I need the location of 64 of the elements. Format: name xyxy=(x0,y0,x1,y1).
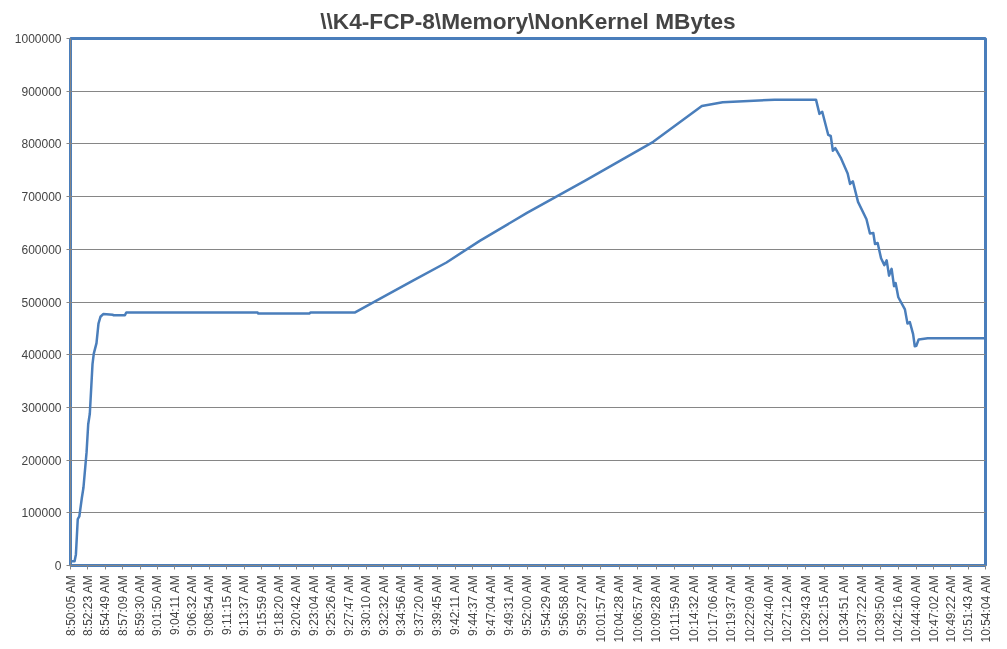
y-tick-label: 1000000 xyxy=(14,32,62,46)
x-tick-label: 9:13:37 AM xyxy=(237,575,252,636)
x-tick-label: 10:09:28 AM xyxy=(649,575,664,643)
x-tick-label: 10:19:37 AM xyxy=(724,575,739,643)
x-tick-label: 10:42:16 AM xyxy=(891,575,906,643)
x-tick-label: 9:47:04 AM xyxy=(484,575,499,636)
x-tick-label: 9:11:15 AM xyxy=(219,575,234,635)
x-tick-label: 9:37:20 AM xyxy=(412,575,427,636)
chart-title: \\K4-FCP-8\Memory\NonKernel MBytes xyxy=(320,7,736,34)
x-tick-label: 8:54:49 AM xyxy=(98,575,113,636)
y-tick-label: 700000 xyxy=(21,190,62,205)
x-tick-label: 8:52:23 AM xyxy=(80,575,95,636)
x-tick-label: 9:06:32 AM xyxy=(184,575,199,636)
x-tick-label: 10:04:28 AM xyxy=(612,575,627,643)
x-tick-label: 9:18:20 AM xyxy=(272,575,287,636)
x-tick-label: 9:01:50 AM xyxy=(150,575,165,636)
x-tick-label: 9:04:11 AM xyxy=(167,575,182,635)
x-tick-label: 9:49:31 AM xyxy=(502,575,517,636)
x-tick-label: 10:51:43 AM xyxy=(961,575,976,643)
x-tick-label: 10:24:40 AM xyxy=(761,575,776,643)
y-tick-label: 800000 xyxy=(21,137,62,152)
x-tick-label: 9:56:58 AM xyxy=(557,575,572,636)
y-tick-label: 100000 xyxy=(21,506,62,521)
y-tick-label: 400000 xyxy=(21,348,62,363)
x-tick-label: 10:49:22 AM xyxy=(943,575,958,643)
x-tick-label: 9:39:45 AM xyxy=(430,575,445,636)
y-tick-label: 0 xyxy=(54,559,62,573)
y-tick-label: 600000 xyxy=(21,242,62,257)
x-tick-label: 9:20:42 AM xyxy=(289,575,304,636)
x-tick-label: 9:54:29 AM xyxy=(538,575,553,636)
x-tick-label: 9:52:00 AM xyxy=(520,575,535,636)
x-tick-label: 10:14:32 AM xyxy=(686,575,701,643)
x-tick-label: 10:22:09 AM xyxy=(742,575,757,643)
x-tick-label: 10:06:57 AM xyxy=(630,575,645,643)
x-tick-label: 10:32:15 AM xyxy=(817,575,832,643)
x-tick-label: 8:59:30 AM xyxy=(133,575,148,636)
x-tick-label: 9:15:59 AM xyxy=(254,575,269,636)
y-tick-label: 500000 xyxy=(21,295,62,310)
x-tick-label: 10:29:43 AM xyxy=(798,575,813,643)
x-tick-label: 10:39:50 AM xyxy=(873,575,888,643)
y-tick-label: 300000 xyxy=(21,400,62,415)
x-tick-label: 10:37:22 AM xyxy=(855,575,870,643)
x-tick-label: 9:32:32 AM xyxy=(376,575,391,636)
x-tick-label: 10:54:04 AM xyxy=(978,575,993,643)
x-tick-label: 9:25:26 AM xyxy=(324,575,339,636)
x-tick-label: 10:01:57 AM xyxy=(593,575,608,643)
y-tick-label: 200000 xyxy=(21,453,62,468)
x-tick-label: 9:44:37 AM xyxy=(465,575,480,636)
x-tick-label: 10:11:59 AM xyxy=(667,575,682,642)
x-tick-label: 9:08:54 AM xyxy=(202,575,217,636)
x-tick-label: 9:27:47 AM xyxy=(341,575,356,636)
x-tick-label: 10:34:51 AM xyxy=(836,575,851,643)
x-tick-label: 9:23:04 AM xyxy=(306,575,321,636)
x-tick-label: 10:44:40 AM xyxy=(909,575,924,643)
y-tick-label: 900000 xyxy=(21,84,62,99)
x-tick-label: 8:50:05 AM xyxy=(63,575,78,636)
x-tick-label: 10:17:06 AM xyxy=(705,575,720,643)
x-tick-label: 9:59:27 AM xyxy=(575,575,590,636)
x-tick-label: 9:42:11 AM xyxy=(448,575,463,635)
x-tick-label: 10:27:12 AM xyxy=(780,575,795,643)
x-tick-label: 10:47:02 AM xyxy=(926,575,941,643)
x-tick-label: 9:30:10 AM xyxy=(359,575,374,636)
x-tick-label: 8:57:09 AM xyxy=(115,575,130,636)
x-tick-label: 9:34:56 AM xyxy=(394,575,409,636)
